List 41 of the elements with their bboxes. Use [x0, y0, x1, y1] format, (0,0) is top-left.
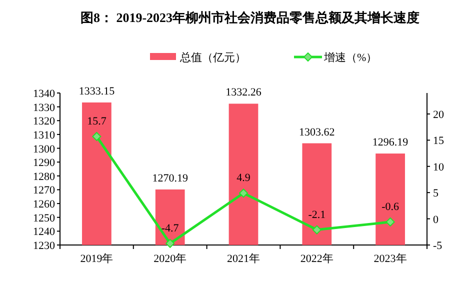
data-label: 1303.62	[299, 126, 335, 138]
y-tick-label: 1340	[33, 88, 56, 100]
y-tick-label: 1270	[33, 184, 56, 197]
y-tick-label: 1320	[33, 116, 56, 128]
data-label: -0.6	[382, 200, 400, 213]
data-label: 4.9	[236, 172, 251, 184]
y2-tick-label: 15	[433, 135, 444, 148]
y2-tick-label: 5	[433, 188, 439, 200]
y-tick-label: 1230	[33, 240, 56, 252]
data-label: 15.7	[87, 116, 107, 128]
y-tick-label: 1290	[33, 157, 56, 170]
data-label: 1332.26	[226, 86, 262, 99]
y-tick-label: 1310	[33, 129, 56, 142]
point	[312, 225, 322, 234]
y-tick-label: 1280	[33, 170, 56, 183]
data-label: -2.1	[308, 208, 326, 221]
chart-title: 图8： 2019-2023年柳州市社会消费品零售总额及其增长速度	[80, 10, 420, 25]
y2-tick-label: 20	[433, 108, 444, 121]
data-label: 1296.19	[372, 136, 409, 149]
y-tick-label: 1300	[33, 143, 56, 156]
data-label: 1333.15	[78, 85, 116, 98]
y-tick-label: 1330	[33, 102, 56, 114]
x-tick-label: 2022年	[300, 253, 334, 265]
point	[166, 238, 175, 248]
x-tick-label: 2020年	[154, 253, 187, 265]
x-tick-label: 2021年	[227, 253, 260, 265]
y2-tick-label: -5	[433, 240, 443, 252]
data-label: 1270.19	[152, 172, 188, 184]
legend-label: 增速（%）	[323, 51, 378, 64]
y-tick-label: 1240	[33, 226, 56, 238]
point	[386, 217, 395, 226]
y-tick-label: 1260	[33, 198, 56, 211]
y2-tick-label: 0	[433, 214, 439, 226]
y2-tick-label: 10	[433, 161, 444, 174]
y-tick-label: 1250	[33, 212, 56, 224]
point	[92, 132, 102, 142]
data-label: -4.7	[161, 222, 180, 234]
legend-label: 总值（亿元）	[179, 51, 246, 64]
point	[239, 188, 248, 198]
x-tick-label: 2019年	[80, 253, 114, 265]
x-tick-label: 2023年	[374, 253, 407, 265]
